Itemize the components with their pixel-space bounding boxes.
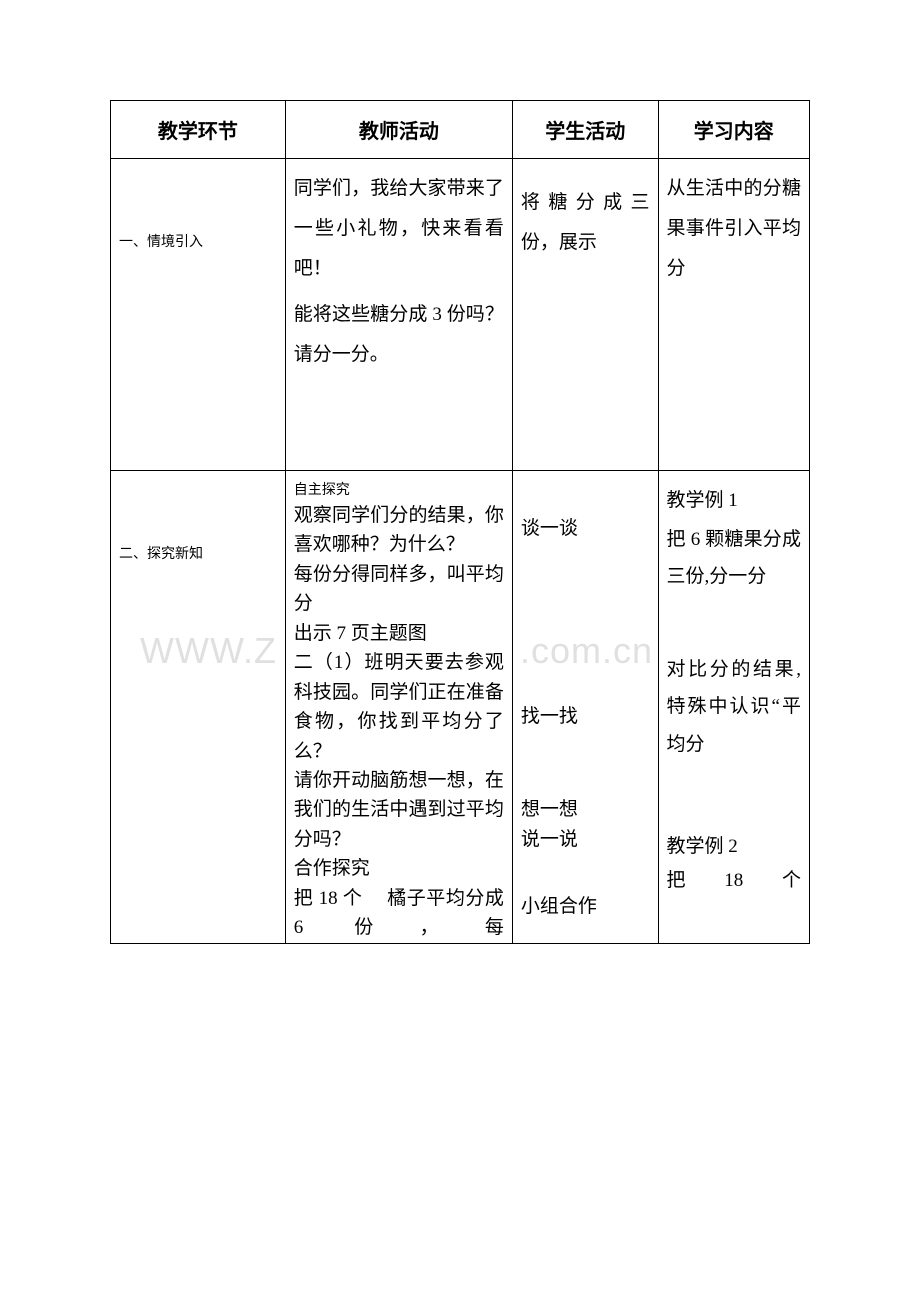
col-header-stage: 教学环节 <box>111 101 286 159</box>
lesson-plan-table: 教学环节 教师活动 学生活动 学习内容 一、情境引入 同学们，我给大家带来了一些… <box>110 100 810 944</box>
student-text: 想一想 <box>521 795 650 824</box>
stage-label-1: 一、情境引入 <box>111 159 286 471</box>
teacher-text: 合作探究 <box>294 854 504 883</box>
teacher-text: 能将这些糖分成 3 份吗？请分一分。 <box>294 295 504 375</box>
teacher-text: 每份分得同样多，叫平均分 <box>294 560 504 619</box>
teacher-text: 把 18 个 橘子平均分成 6 份，每 <box>294 884 504 943</box>
content-cell-2: 教学例 1 把 6 颗糖果分成三份,分一分 对比分的结果,特殊中认识“平均分 教… <box>658 471 809 943</box>
student-cell-1: 将糖分成三份，展示 <box>512 159 658 471</box>
table-header-row: 教学环节 教师活动 学生活动 学习内容 <box>111 101 810 159</box>
teacher-text: 出示 7 页主题图 <box>294 619 504 648</box>
col-header-teacher: 教师活动 <box>285 101 512 159</box>
student-text: 谈一谈 <box>521 509 650 549</box>
content-text: 对比分的结果,特殊中认识“平均分 <box>667 651 801 762</box>
stage-label-2: 二、探究新知 <box>111 471 286 943</box>
content-text: 从生活中的分糖果事件引入平均分 <box>667 169 801 289</box>
content-text: 教学例 1 <box>667 481 801 521</box>
content-text: 把 6 颗糖果分成三份,分一分 <box>667 521 801 595</box>
teacher-text: 观察同学们分的结果，你喜欢哪种？为什么？ <box>294 501 504 560</box>
student-text: 将糖分成三份，展示 <box>521 183 650 263</box>
content-text: 教学例 2 <box>667 827 801 867</box>
content-text: 把 18 个 <box>667 866 801 895</box>
teacher-text: 同学们，我给大家带来了一些小礼物，快来看看吧！ <box>294 169 504 289</box>
table-row: 二、探究新知 自主探究 观察同学们分的结果，你喜欢哪种？为什么？ 每份分得同样多… <box>111 471 810 943</box>
student-text: 说一说 <box>521 825 650 854</box>
student-text: 找一找 <box>521 697 650 737</box>
content-cell-1: 从生活中的分糖果事件引入平均分 <box>658 159 809 471</box>
teacher-cell-2: 自主探究 观察同学们分的结果，你喜欢哪种？为什么？ 每份分得同样多，叫平均分 出… <box>285 471 512 943</box>
teacher-cell-1: 同学们，我给大家带来了一些小礼物，快来看看吧！ 能将这些糖分成 3 份吗？请分一… <box>285 159 512 471</box>
student-cell-2: 谈一谈 找一找 想一想 说一说 小组合作 <box>512 471 658 943</box>
table-row: 一、情境引入 同学们，我给大家带来了一些小礼物，快来看看吧！ 能将这些糖分成 3… <box>111 159 810 471</box>
teacher-subhead: 自主探究 <box>294 481 504 501</box>
col-header-student: 学生活动 <box>512 101 658 159</box>
teacher-text: 请你开动脑筋想一想，在我们的生活中遇到过平均分吗？ <box>294 766 504 854</box>
teacher-text: 二（1）班明天要去参观科技园。同学们正在准备食物，你找到平均分了么？ <box>294 648 504 766</box>
student-text: 小组合作 <box>521 892 650 921</box>
col-header-content: 学习内容 <box>658 101 809 159</box>
